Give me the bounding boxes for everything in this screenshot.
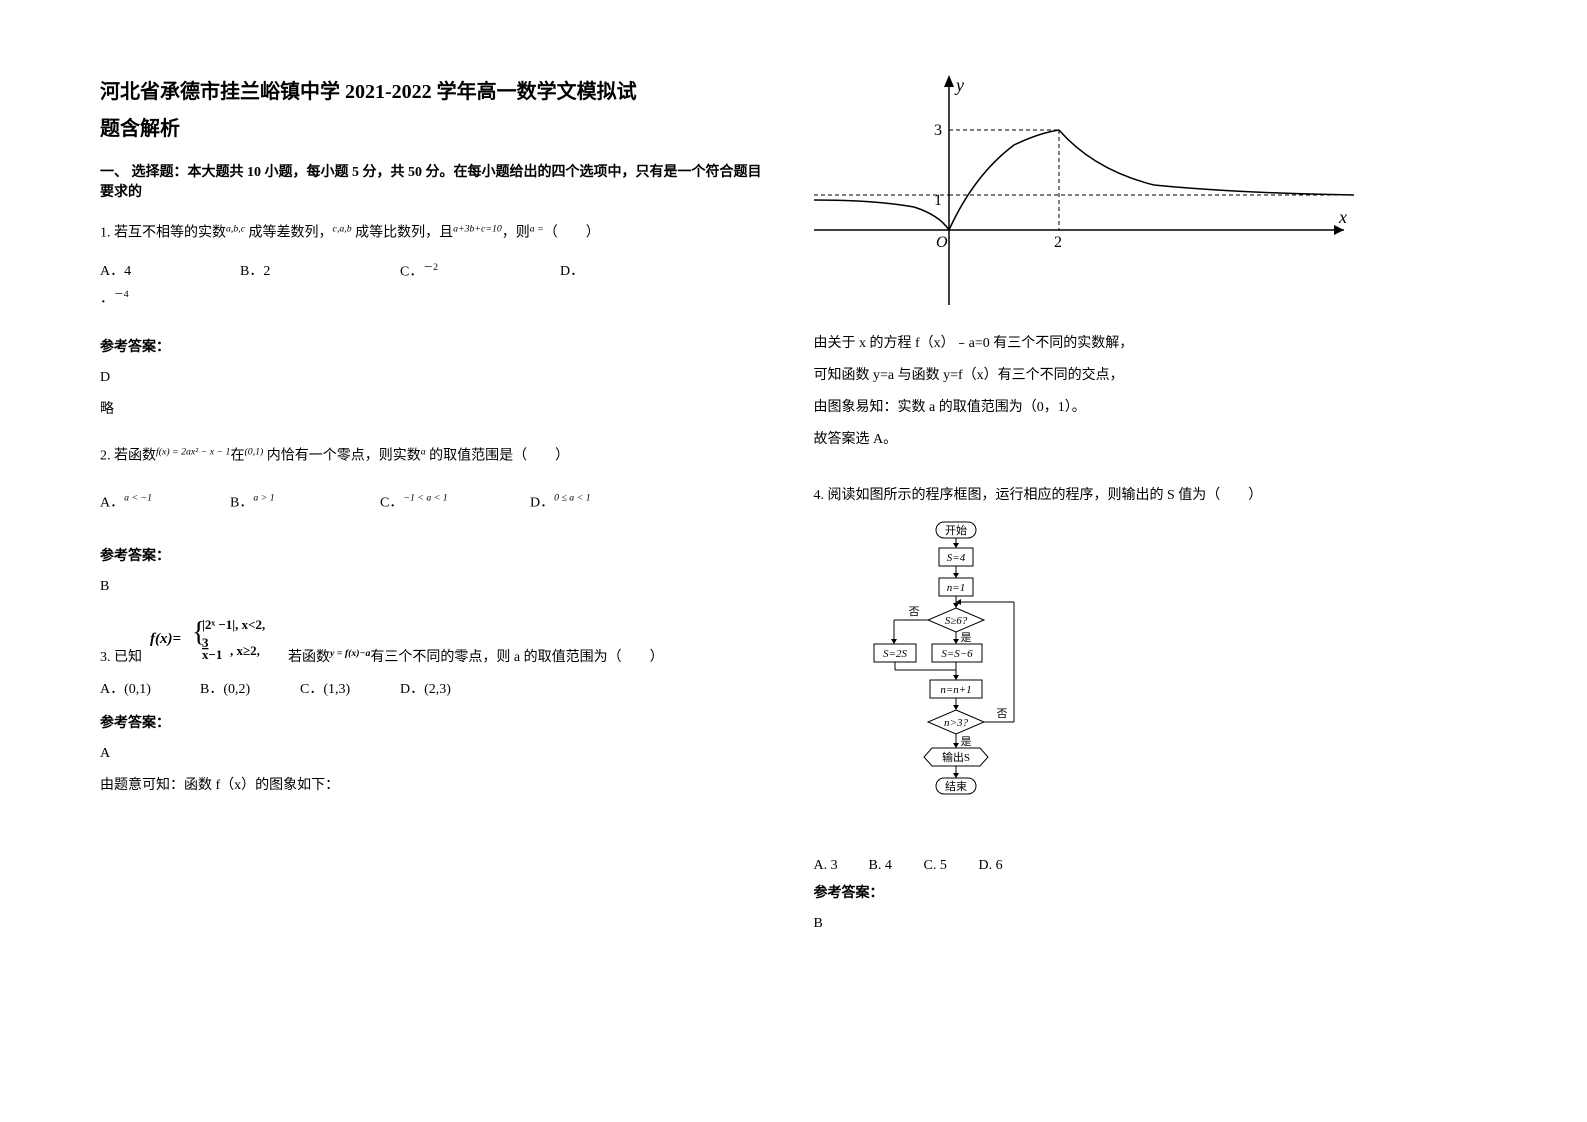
section-heading: 一、 选择题：本大题共 10 小题，每小题 5 分，共 50 分。在每小题给出的… (100, 161, 774, 201)
q1-opt-b: B．2 (240, 258, 400, 287)
q1-expr4: a = (530, 226, 544, 241)
q3-text-mid: 若函数 (288, 644, 330, 672)
q1-text-end: （ ） (544, 226, 600, 241)
question-1: 1. 若互不相等的实数a,b,c 成等差数列，c,a,b 成等比数列，且a+3b… (100, 219, 774, 248)
q2-expr2: (0,1) (244, 449, 263, 464)
left-column: 河北省承德市挂兰峪镇中学 2021-2022 学年高一数学文模拟试 题含解析 一… (100, 75, 774, 1062)
q4-options: A. 3 B. 4 C. 5 D. 6 (814, 858, 1488, 874)
svg-text:|2ˣ −1|, x<2,: |2ˣ −1|, x<2, (202, 617, 265, 632)
q2-text-mid1: 在 (230, 449, 244, 464)
fc-cond1: S≥6? (944, 615, 967, 627)
exp-line3: 由图象易知：实数 a 的取值范围为（0，1）。 (814, 394, 1488, 422)
q2-opt-c: C．−1 < a < 1 (380, 489, 530, 518)
exp-line1: 由关于 x 的方程 f（x）﹣a=0 有三个不同的实数解， (814, 330, 1488, 358)
q3-options: A．(0,1) B．(0,2) C．(1,3) D．(2,3) (100, 676, 774, 704)
document-title-2: 题含解析 (100, 112, 774, 141)
q3-opt-a: A．(0,1) (100, 676, 200, 704)
fc-cond2-no: 否 (996, 708, 1007, 720)
q2-options: A．a < −1 B．a > 1 C．−1 < a < 1 D．0 ≤ a < … (100, 489, 774, 518)
q2-answer-label: 参考答案： (100, 545, 774, 565)
q3-answer: A (100, 746, 774, 762)
fc-n-init: n=1 (946, 582, 964, 594)
graph-ylabel: y (954, 75, 964, 95)
q1-text-mid3: ，则 (502, 226, 530, 241)
q4-answer-label: 参考答案： (814, 882, 1488, 902)
graph-ytick-3: 3 (934, 122, 942, 139)
q1-opt-a: A．4 (100, 258, 240, 287)
q3-piecewise-icon: f(x)= { |2ˣ −1|, x<2, 3 x−1 , x≥2, (150, 613, 280, 672)
document-title-1: 河北省承德市挂兰峪镇中学 2021-2022 学年高一数学文模拟试 (100, 75, 774, 104)
q1-expr2: c,a,b (333, 226, 352, 241)
q1-answer-label: 参考答案： (100, 336, 774, 356)
function-graph: 3 1 2 O x y (814, 75, 1354, 310)
q3-text-pre: 3. 已知 (100, 644, 142, 672)
question-3: 3. 已知 f(x)= { |2ˣ −1|, x<2, 3 x−1 , x≥2,… (100, 613, 774, 672)
q2-opt-d: D．0 ≤ a < 1 (530, 489, 591, 518)
exp-line2: 可知函数 y=a 与函数 y=f（x）有三个不同的交点， (814, 362, 1488, 390)
graph-xlabel: x (1338, 207, 1347, 227)
q2-opt-a: A．a < −1 (100, 489, 230, 518)
q1-opt-d-val: ．－4 (100, 286, 774, 308)
flowchart: 开始 S=4 n=1 S≥6? 否 是 S=2S S=S−6 (854, 520, 1054, 850)
q4-opt-d: D. 6 (979, 858, 1003, 874)
svg-text:, x≥2,: , x≥2, (230, 643, 260, 658)
q3-text-end: 有三个不同的零点，则 a 的取值范围为（ ） (370, 644, 663, 672)
q4-opt-a: A. 3 (814, 858, 869, 874)
q1-expr3: a+3b+c=10 (453, 226, 502, 241)
q3-expr-y: y = f(x)−a (330, 644, 370, 673)
fc-s-double: S=2S (883, 648, 907, 660)
fc-n-inc: n=n+1 (940, 684, 971, 696)
fc-end: 结束 (945, 780, 967, 793)
q2-expr1: f(x) = 2ax² − x − 1 (156, 449, 230, 464)
q1-opt-c: C．－2 (400, 258, 560, 287)
fc-start: 开始 (945, 523, 967, 537)
fc-s-init: S=4 (946, 552, 965, 564)
graph-origin: O (936, 234, 948, 251)
svg-text:x−1: x−1 (202, 647, 222, 661)
fc-s-minus: S=S−6 (941, 648, 973, 660)
q1-options: A．4 B．2 C．－2 D． (100, 258, 774, 287)
q2-text-pre: 2. 若函数 (100, 449, 156, 464)
q1-answer: D (100, 370, 774, 386)
q2-answer: B (100, 579, 774, 595)
fc-cond2: n>3? (944, 717, 968, 729)
question-4: 4. 阅读如图所示的程序框图，运行相应的程序，则输出的 S 值为（ ） (814, 482, 1488, 510)
q1-text-pre: 1. 若互不相等的实数 (100, 226, 226, 241)
q1-expr1: a,b,c (226, 226, 245, 241)
q3-explanation: 由题意可知：函数 f（x）的图象如下： (100, 772, 774, 800)
q3-opt-b: B．(0,2) (200, 676, 300, 704)
q3-opt-c: C．(1,3) (300, 676, 400, 704)
fc-cond2-yes: 是 (960, 735, 971, 748)
question-2: 2. 若函数f(x) = 2ax² − x − 1在(0,1) 内恰有一个零点，… (100, 442, 774, 471)
q3-answer-label: 参考答案： (100, 712, 774, 732)
q1-text-mid2: 成等比数列，且 (352, 226, 454, 241)
fc-cond1-yes: 是 (960, 631, 971, 644)
q1-opt-d: D． (560, 258, 584, 287)
q4-opt-b: B. 4 (869, 858, 924, 874)
q4-opt-c: C. 5 (924, 858, 979, 874)
fc-output: 输出S (941, 750, 969, 764)
fc-cond1-no: 否 (908, 606, 919, 618)
graph-xtick-2: 2 (1054, 234, 1062, 251)
q1-text-mid1: 成等差数列， (245, 226, 333, 241)
q3-opt-d: D．(2,3) (400, 676, 451, 704)
graph-ytick-1: 1 (934, 192, 942, 209)
svg-text:f(x)=: f(x)= (150, 631, 181, 647)
right-column: 3 1 2 O x y 由关于 x 的方程 f（x）﹣a=0 有三个不同的实数解… (814, 75, 1488, 1062)
q4-answer: B (814, 916, 1488, 932)
q2-text-mid2: 内恰有一个零点，则实数 (263, 449, 421, 464)
q1-explanation: 略 (100, 396, 774, 424)
q2-opt-b: B．a > 1 (230, 489, 380, 518)
q2-text-end: 的取值范围是（ ） (426, 449, 570, 464)
exp-line4: 故答案选 A。 (814, 426, 1488, 454)
